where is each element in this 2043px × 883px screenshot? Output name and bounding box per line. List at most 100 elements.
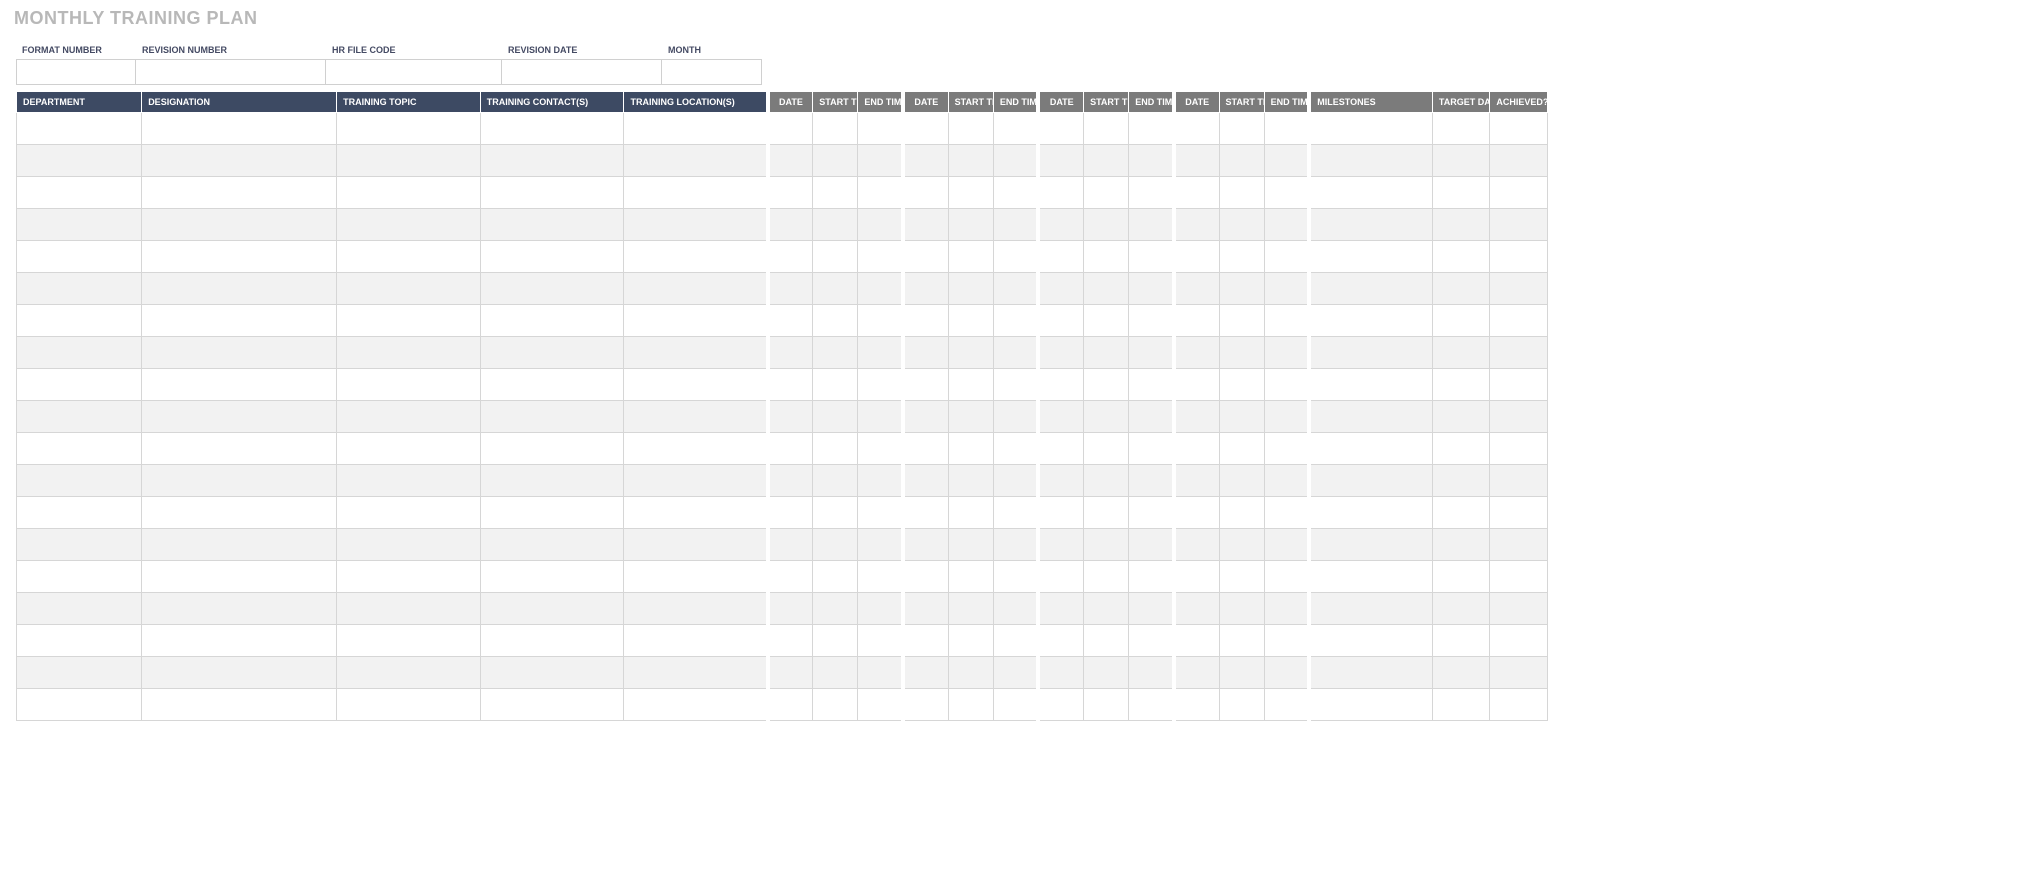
table-cell[interactable] <box>1219 305 1264 337</box>
table-cell[interactable] <box>903 273 948 305</box>
table-cell[interactable] <box>17 465 142 497</box>
table-cell[interactable] <box>624 465 768 497</box>
table-cell[interactable] <box>768 209 813 241</box>
table-cell[interactable] <box>993 433 1038 465</box>
table-cell[interactable] <box>1174 113 1219 145</box>
table-cell[interactable] <box>1490 177 1548 209</box>
table-cell[interactable] <box>813 497 858 529</box>
table-cell[interactable] <box>858 369 903 401</box>
table-cell[interactable] <box>337 657 481 689</box>
table-cell[interactable] <box>1490 433 1548 465</box>
table-cell[interactable] <box>993 561 1038 593</box>
table-cell[interactable] <box>768 177 813 209</box>
table-cell[interactable] <box>948 369 993 401</box>
table-cell[interactable] <box>142 593 337 625</box>
table-cell[interactable] <box>1219 689 1264 721</box>
table-cell[interactable] <box>142 113 337 145</box>
table-cell[interactable] <box>1309 465 1432 497</box>
table-cell[interactable] <box>624 401 768 433</box>
table-cell[interactable] <box>1174 401 1219 433</box>
table-cell[interactable] <box>337 625 481 657</box>
table-cell[interactable] <box>624 177 768 209</box>
table-cell[interactable] <box>1084 497 1129 529</box>
table-cell[interactable] <box>17 337 142 369</box>
table-cell[interactable] <box>1264 337 1309 369</box>
table-cell[interactable] <box>903 689 948 721</box>
table-cell[interactable] <box>624 241 768 273</box>
table-cell[interactable] <box>1432 337 1489 369</box>
table-cell[interactable] <box>1264 209 1309 241</box>
table-cell[interactable] <box>903 401 948 433</box>
table-cell[interactable] <box>1084 529 1129 561</box>
table-cell[interactable] <box>480 369 624 401</box>
table-cell[interactable] <box>813 433 858 465</box>
table-cell[interactable] <box>858 401 903 433</box>
meta-input-revision-date[interactable] <box>502 59 662 85</box>
table-cell[interactable] <box>1038 465 1083 497</box>
table-cell[interactable] <box>1432 113 1489 145</box>
table-cell[interactable] <box>813 113 858 145</box>
table-cell[interactable] <box>624 593 768 625</box>
table-cell[interactable] <box>17 625 142 657</box>
table-cell[interactable] <box>624 113 768 145</box>
table-cell[interactable] <box>142 369 337 401</box>
table-cell[interactable] <box>1129 689 1174 721</box>
table-cell[interactable] <box>1129 241 1174 273</box>
table-cell[interactable] <box>142 689 337 721</box>
table-cell[interactable] <box>1174 689 1219 721</box>
table-cell[interactable] <box>1038 369 1083 401</box>
table-cell[interactable] <box>813 177 858 209</box>
table-cell[interactable] <box>17 209 142 241</box>
table-cell[interactable] <box>903 625 948 657</box>
table-cell[interactable] <box>1129 497 1174 529</box>
table-cell[interactable] <box>1038 145 1083 177</box>
table-cell[interactable] <box>624 433 768 465</box>
table-cell[interactable] <box>1309 529 1432 561</box>
table-cell[interactable] <box>1084 145 1129 177</box>
table-cell[interactable] <box>768 305 813 337</box>
table-cell[interactable] <box>903 369 948 401</box>
table-cell[interactable] <box>17 273 142 305</box>
table-cell[interactable] <box>1264 145 1309 177</box>
table-cell[interactable] <box>1038 561 1083 593</box>
table-cell[interactable] <box>1490 465 1548 497</box>
table-cell[interactable] <box>480 465 624 497</box>
table-cell[interactable] <box>858 657 903 689</box>
table-cell[interactable] <box>1309 241 1432 273</box>
table-cell[interactable] <box>1264 401 1309 433</box>
table-cell[interactable] <box>17 657 142 689</box>
table-cell[interactable] <box>480 401 624 433</box>
table-cell[interactable] <box>1038 401 1083 433</box>
table-cell[interactable] <box>858 561 903 593</box>
table-cell[interactable] <box>1432 689 1489 721</box>
table-cell[interactable] <box>948 401 993 433</box>
table-cell[interactable] <box>1309 273 1432 305</box>
table-cell[interactable] <box>1084 401 1129 433</box>
table-cell[interactable] <box>903 593 948 625</box>
table-cell[interactable] <box>858 465 903 497</box>
table-cell[interactable] <box>813 145 858 177</box>
table-cell[interactable] <box>1264 561 1309 593</box>
table-cell[interactable] <box>993 497 1038 529</box>
table-cell[interactable] <box>948 529 993 561</box>
table-cell[interactable] <box>337 465 481 497</box>
table-cell[interactable] <box>768 657 813 689</box>
table-cell[interactable] <box>858 433 903 465</box>
table-cell[interactable] <box>903 497 948 529</box>
table-cell[interactable] <box>768 337 813 369</box>
table-cell[interactable] <box>813 465 858 497</box>
table-cell[interactable] <box>1174 337 1219 369</box>
table-cell[interactable] <box>337 689 481 721</box>
table-cell[interactable] <box>142 433 337 465</box>
table-cell[interactable] <box>17 529 142 561</box>
table-cell[interactable] <box>1309 561 1432 593</box>
table-cell[interactable] <box>1432 657 1489 689</box>
table-cell[interactable] <box>142 209 337 241</box>
table-cell[interactable] <box>948 241 993 273</box>
table-cell[interactable] <box>1309 625 1432 657</box>
table-cell[interactable] <box>624 657 768 689</box>
table-cell[interactable] <box>903 657 948 689</box>
table-cell[interactable] <box>1264 657 1309 689</box>
table-cell[interactable] <box>1309 497 1432 529</box>
table-cell[interactable] <box>624 625 768 657</box>
